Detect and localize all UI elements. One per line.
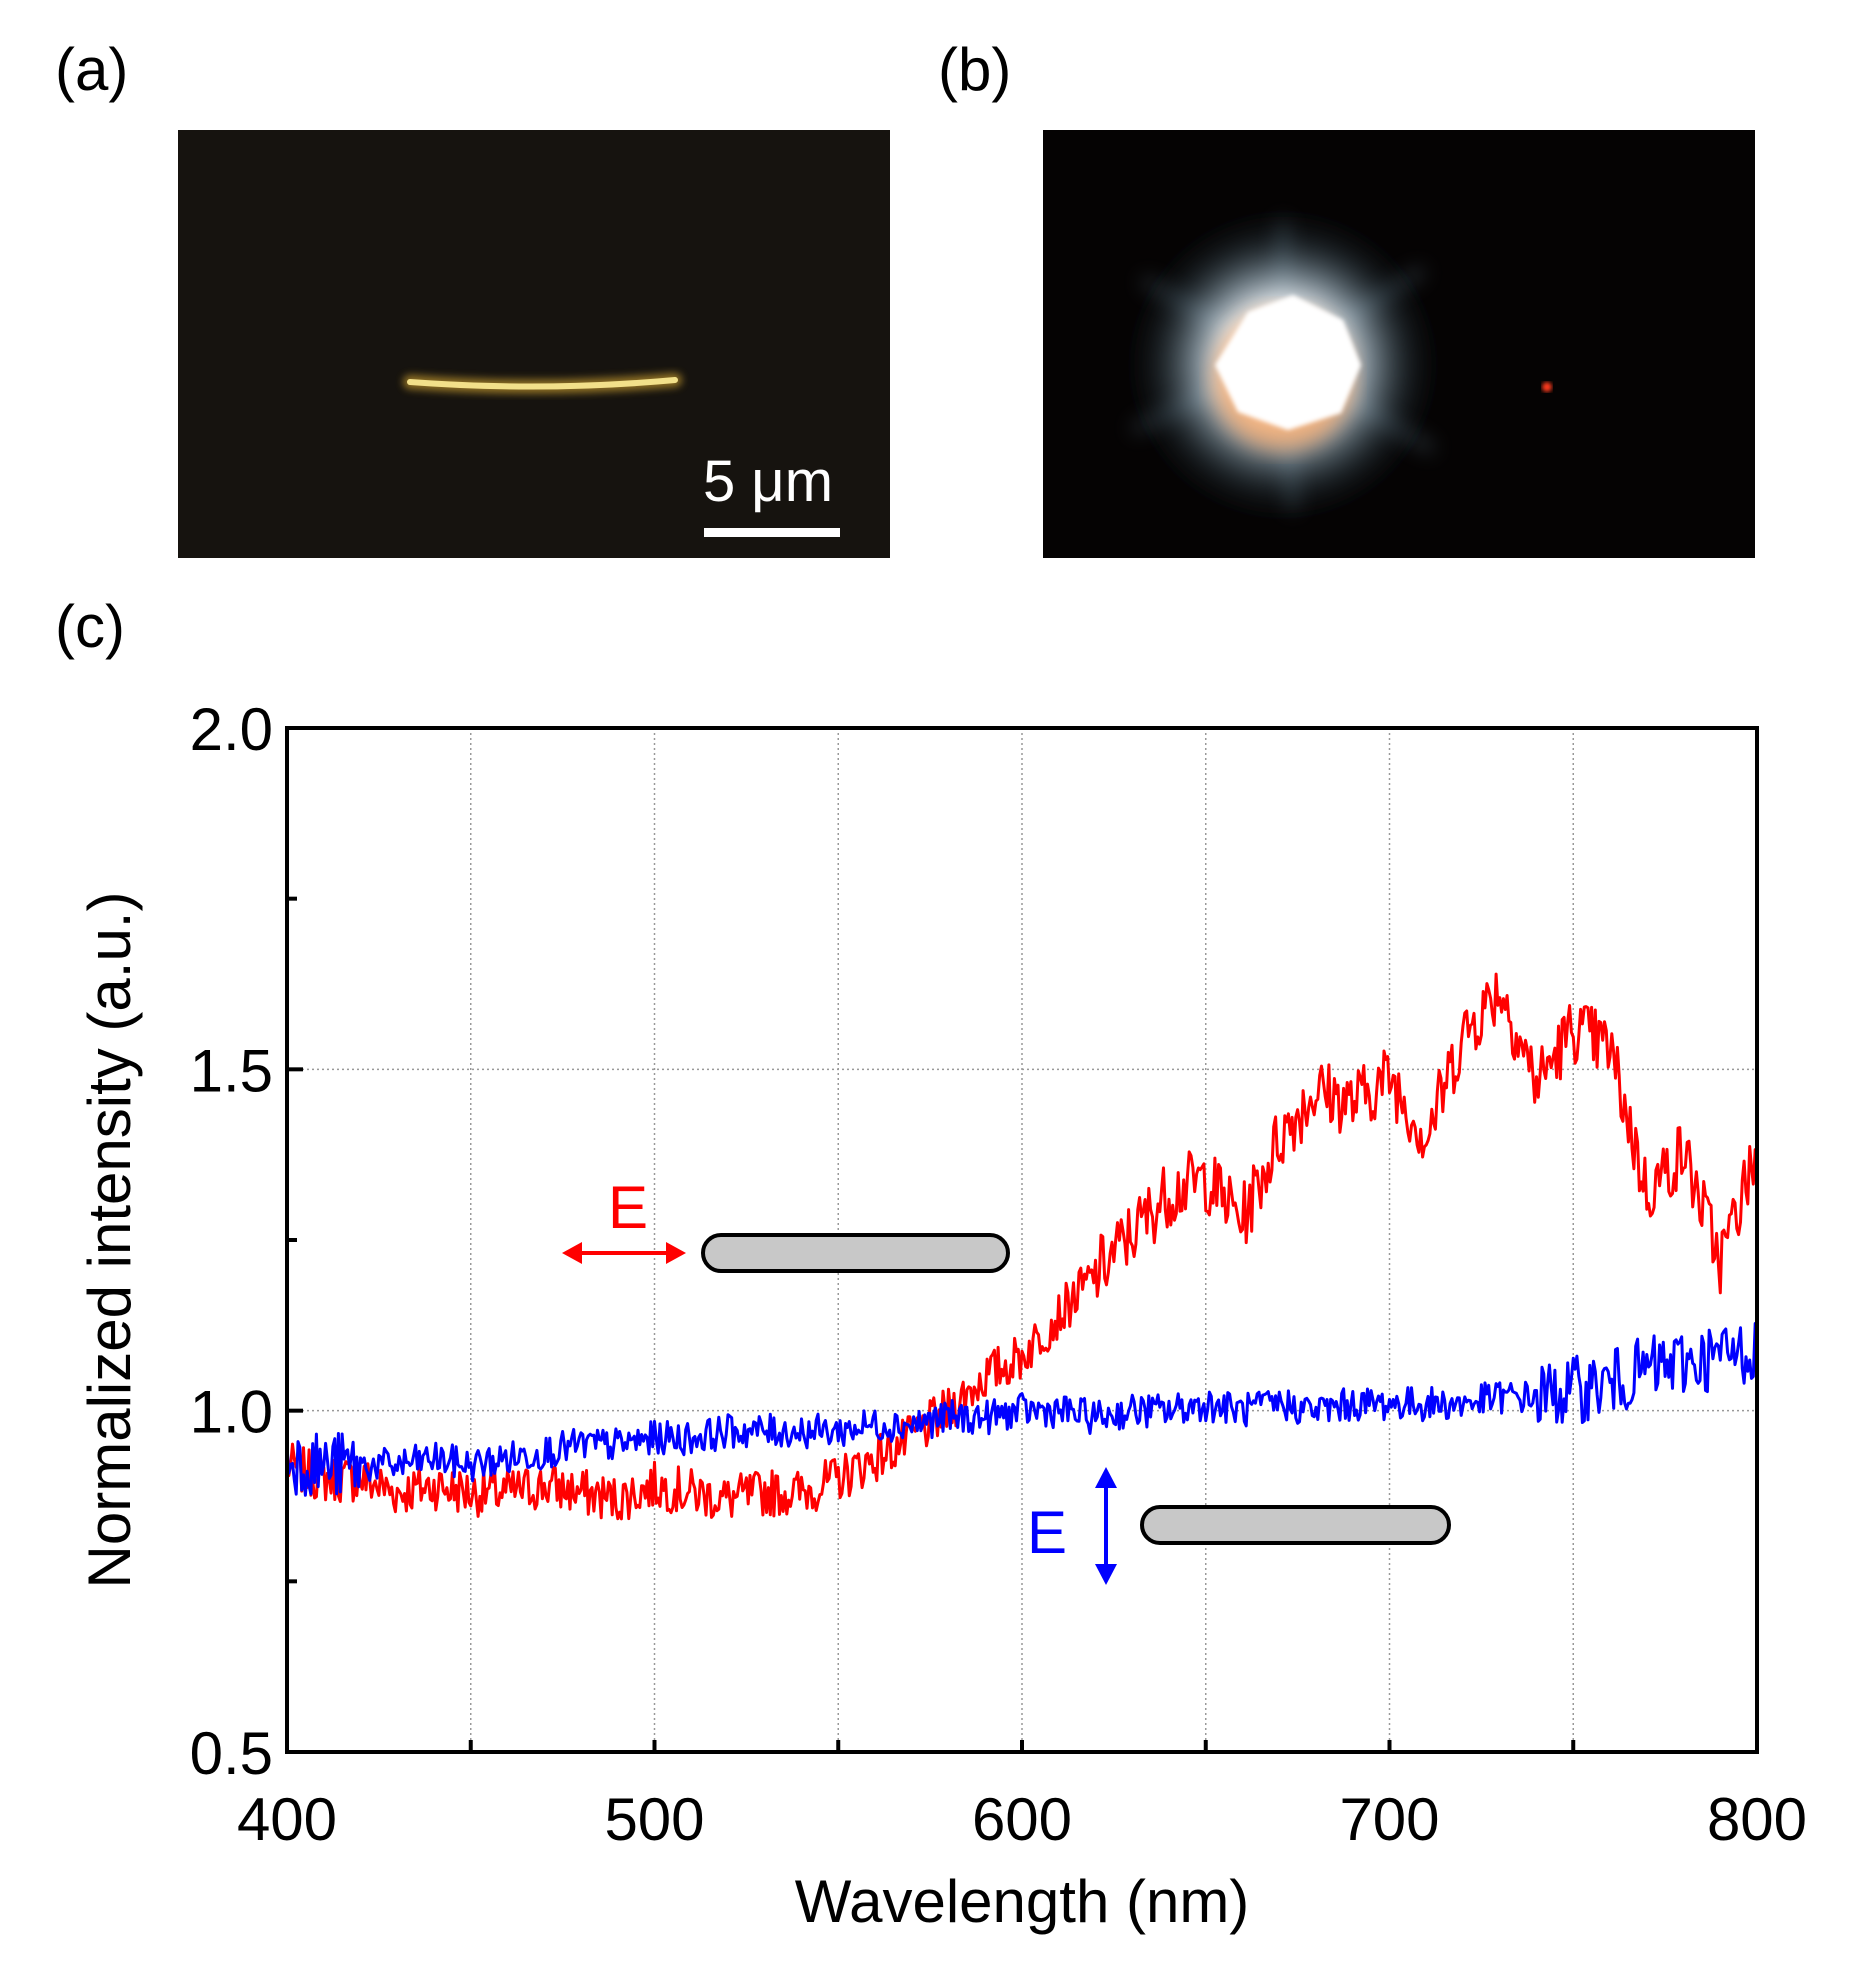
x-tick-label: 800 <box>1707 1786 1807 1853</box>
x-axis-title: Wavelength (nm) <box>795 1868 1250 1935</box>
y-tick-label: 2.0 <box>190 696 273 763</box>
x-tick-label: 600 <box>972 1786 1072 1853</box>
series-line-blue <box>285 1322 1759 1497</box>
x-tick-label: 700 <box>1339 1786 1439 1853</box>
nanorod-shape-vertical <box>1140 1505 1451 1545</box>
grid <box>287 728 1757 1752</box>
panel-c-label: (c) <box>55 593 125 660</box>
double-arrow-vertical-icon <box>1095 1467 1117 1585</box>
scattering-image <box>1043 130 1755 558</box>
scale-bar <box>704 528 840 537</box>
panel-b-label: (b) <box>938 36 1012 103</box>
series-layer <box>285 972 1759 1521</box>
y-tick-label: 0.5 <box>190 1720 273 1787</box>
panel-a-label: (a) <box>55 36 129 103</box>
double-arrow-horizontal-icon <box>562 1242 686 1264</box>
nanowire-image-graphic <box>178 130 890 558</box>
scale-bar-label: 5 μm <box>702 449 834 514</box>
nanowire-darkfield-image: 5 μm <box>178 130 890 558</box>
x-tick-label: 400 <box>237 1786 337 1853</box>
vertical-polarization-annotation: E <box>1027 1467 1451 1585</box>
y-tick-label: 1.5 <box>190 1037 273 1104</box>
polarization-label-blue: E <box>1027 1499 1067 1566</box>
axis-labels: 400 500 600 700 800 0.5 1.0 1.5 2.0 <box>190 696 1807 1853</box>
x-tick-label: 500 <box>604 1786 704 1853</box>
nanorod-shape-horizontal <box>701 1233 1010 1273</box>
y-tick-label: 1.0 <box>190 1379 273 1446</box>
scattering-image-graphic <box>1043 130 1755 558</box>
y-axis-title: Normalized intensity (a.u.) <box>76 892 143 1589</box>
axis-ticks <box>287 896 1576 1752</box>
horizontal-polarization-annotation: E <box>562 1174 1010 1273</box>
polarization-label-red: E <box>608 1174 648 1241</box>
series-line-red <box>285 972 1758 1521</box>
